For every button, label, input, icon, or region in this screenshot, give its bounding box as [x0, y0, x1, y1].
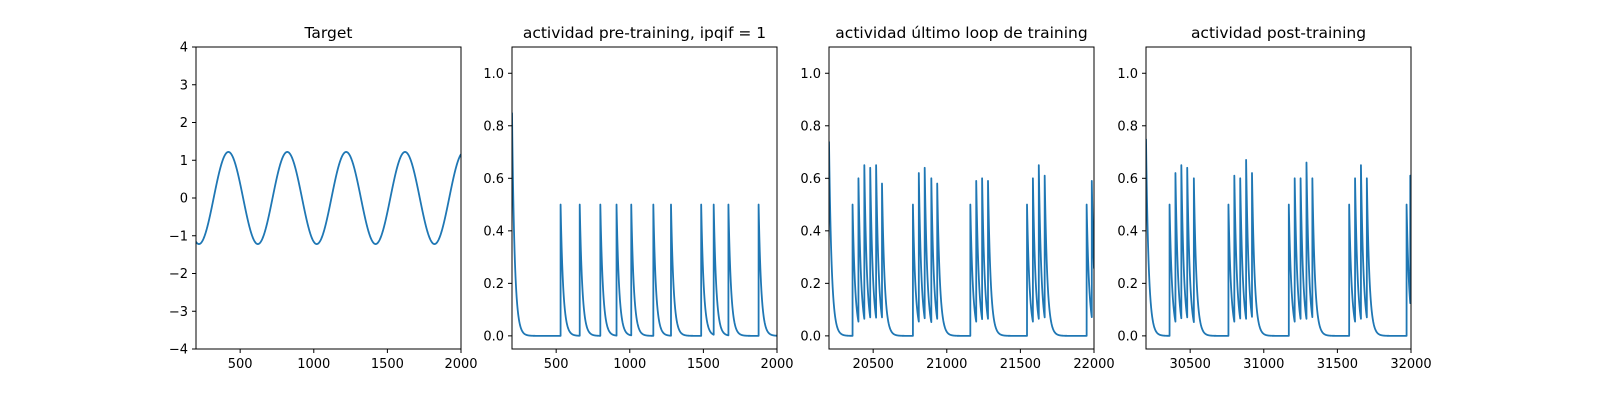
y-tick-label: 0.6 [800, 172, 821, 187]
x-tick-label: 30500 [1169, 357, 1210, 372]
y-tick-label: −3 [169, 305, 188, 320]
y-tick-label: 0.4 [800, 224, 821, 239]
y-tick-label: 0.2 [800, 277, 821, 292]
x-tick-label: 500 [228, 357, 253, 372]
x-tick-label: 32000 [1390, 357, 1431, 372]
chart-last-training-loop: 20500 21000 21500 22000 0.0 0.2 0.4 0.6 0.8 1.0 ac… [800, 24, 1114, 372]
x-tick-label: 31000 [1243, 357, 1284, 372]
y-tick-label: 0.4 [1117, 224, 1138, 239]
x-tick-label: 31500 [1317, 357, 1358, 372]
chart-pre-training: 500 1000 1500 2000 0.0 0.2 0.4 0.6 0.8 1.0 activid… [483, 24, 793, 372]
y-tick-label: 0.8 [1117, 119, 1138, 134]
chart-target: 500 1000 1500 2000 −4 −3 −2 −1 0 1 2 3 4 Target [169, 24, 478, 372]
y-tick-label: 2 [180, 116, 188, 131]
y-tick-label: 0.4 [483, 224, 504, 239]
y-tick-label: −2 [169, 267, 188, 282]
y-tick-label: 1.0 [800, 67, 821, 82]
x-tick-label: 21500 [1000, 357, 1041, 372]
axes-frame [511, 46, 778, 350]
y-tick-label: 0.8 [800, 119, 821, 134]
y-tick-label: −1 [169, 229, 188, 244]
x-tick-label: 1500 [371, 357, 404, 372]
x-tick-label: 1000 [297, 357, 330, 372]
y-tick-label: 0.2 [1117, 277, 1138, 292]
axes-frame [828, 46, 1095, 350]
y-tick-label: 0.0 [800, 329, 821, 344]
series-line [829, 141, 1094, 337]
chart-post-training: 30500 31000 31500 32000 0.0 0.2 0.4 0.6 0.8 1.0 ac… [1117, 24, 1431, 372]
y-tick-label: 1 [180, 154, 188, 169]
x-tick-label: 2000 [444, 357, 477, 372]
y-tick-label: −4 [169, 343, 188, 358]
axes-frame [195, 46, 462, 350]
x-tick-label: 21000 [926, 357, 967, 372]
y-tick-label: 4 [180, 41, 188, 56]
series-line [196, 151, 461, 245]
x-tick-label: 2000 [760, 357, 793, 372]
chart-title: actividad pre-training, ipqif = 1 [523, 24, 766, 42]
chart-title: actividad último loop de training [835, 24, 1087, 42]
x-tick-label: 500 [544, 357, 569, 372]
chart-title: Target [304, 24, 353, 42]
y-tick-label: 0.2 [483, 277, 504, 292]
y-tick-label: 1.0 [483, 67, 504, 82]
series-line [512, 112, 777, 337]
axes-frame [1145, 46, 1412, 350]
y-tick-label: 3 [180, 78, 188, 93]
x-tick-label: 1000 [613, 357, 646, 372]
y-tick-label: 0.0 [483, 329, 504, 344]
x-tick-label: 1500 [687, 357, 720, 372]
y-tick-label: 0 [180, 192, 188, 207]
chart-title: actividad post-training [1191, 24, 1366, 42]
series-line [1146, 138, 1411, 337]
x-tick-label: 20500 [852, 357, 893, 372]
y-tick-label: 0.0 [1117, 329, 1138, 344]
y-tick-label: 0.8 [483, 119, 504, 134]
y-tick-label: 0.6 [483, 172, 504, 187]
x-tick-label: 22000 [1073, 357, 1114, 372]
y-tick-label: 0.6 [1117, 172, 1138, 187]
y-tick-label: 1.0 [1117, 67, 1138, 82]
